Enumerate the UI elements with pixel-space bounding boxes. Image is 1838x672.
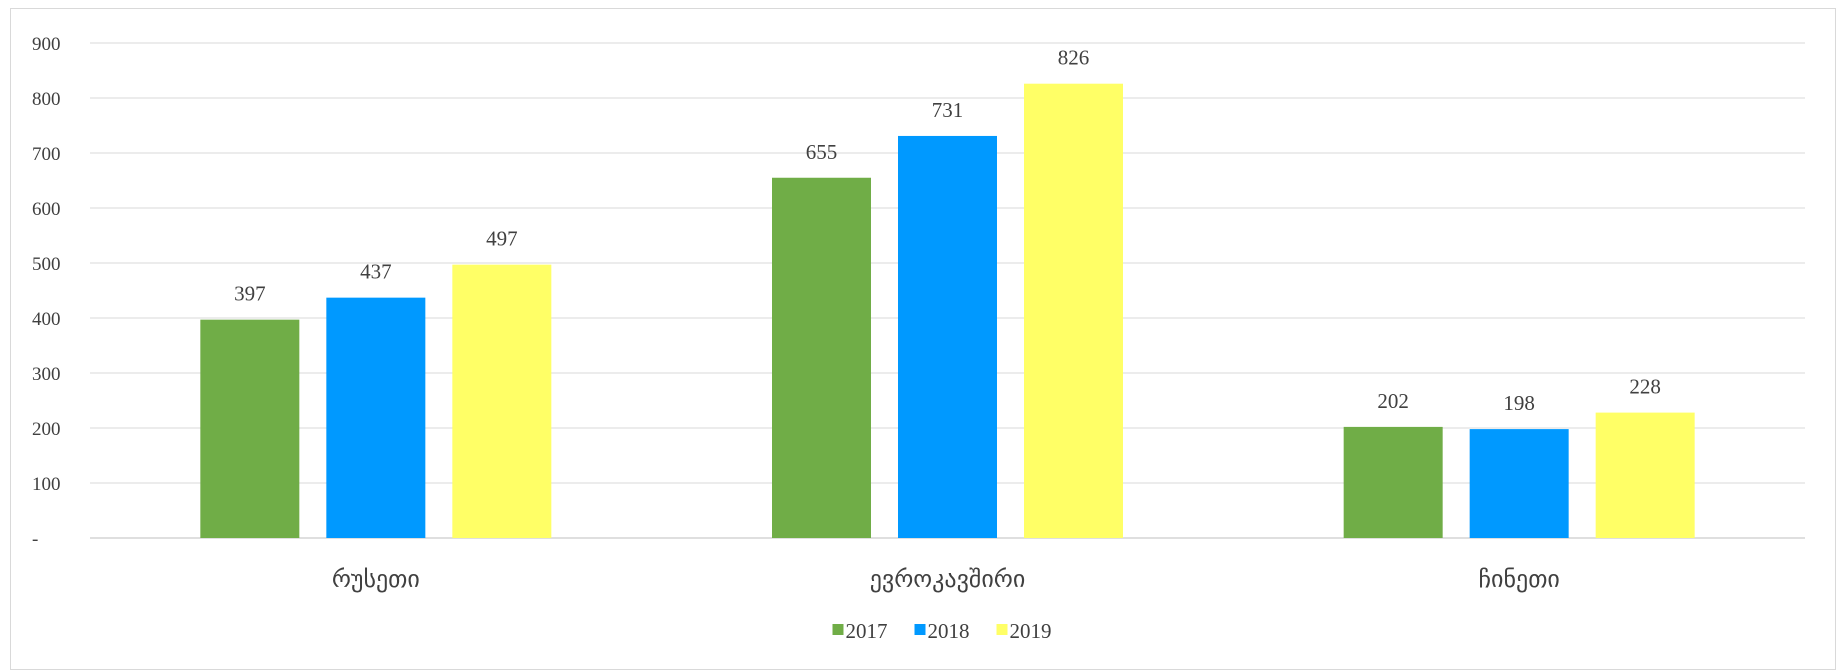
legend-label: 2019 (1010, 619, 1052, 643)
legend-swatch (832, 624, 844, 635)
x-axis-categories: რუსეთი ევროკავშირი ჩინეთი (332, 565, 1560, 593)
y-tick-label: 800 (32, 89, 61, 110)
legend: 2017 2018 2019 (832, 619, 1052, 643)
y-tick-label: 300 (32, 364, 61, 385)
bar-2019-2 (1595, 412, 1695, 538)
data-label: 397 (234, 282, 266, 306)
y-tick-label: 700 (32, 144, 61, 165)
legend-swatch (996, 624, 1008, 635)
bar-2017-0 (200, 319, 300, 538)
data-label: 497 (486, 227, 518, 251)
y-tick-label: 500 (32, 254, 61, 275)
data-labels: 397 437 497 655 731 826 202 198 228 (234, 46, 1661, 415)
data-label: 198 (1503, 391, 1535, 415)
legend-swatch (914, 624, 926, 635)
bar-2018-0 (326, 297, 426, 538)
bar-2019-1 (1024, 83, 1123, 538)
legend-label: 2017 (846, 619, 888, 643)
bar-2018-1 (898, 135, 997, 538)
data-label: 228 (1629, 375, 1661, 399)
data-label: 731 (932, 98, 964, 122)
bar-2018-2 (1469, 429, 1569, 538)
bars (200, 83, 1695, 538)
bar-2017-2 (1343, 426, 1443, 538)
data-label: 202 (1377, 389, 1409, 413)
y-tick-label: 600 (32, 199, 61, 220)
bar-2017-1 (772, 177, 871, 538)
data-label: 655 (806, 140, 838, 164)
y-tick-label: 900 (32, 34, 61, 55)
data-label: 826 (1058, 46, 1090, 70)
legend-label: 2018 (928, 619, 970, 643)
category-label: ჩინეთი (1479, 565, 1560, 593)
category-label: ევროკავშირი (870, 565, 1026, 593)
category-label: რუსეთი (332, 565, 420, 593)
y-tick-label: - (32, 529, 38, 550)
data-label: 437 (360, 260, 392, 284)
bar-2019-0 (452, 264, 552, 538)
y-tick-label: 100 (32, 474, 61, 495)
y-tick-label: 400 (32, 309, 61, 330)
y-axis-ticks: - 100 200 300 400 500 600 700 800 900 (32, 34, 61, 550)
y-tick-label: 200 (32, 419, 61, 440)
